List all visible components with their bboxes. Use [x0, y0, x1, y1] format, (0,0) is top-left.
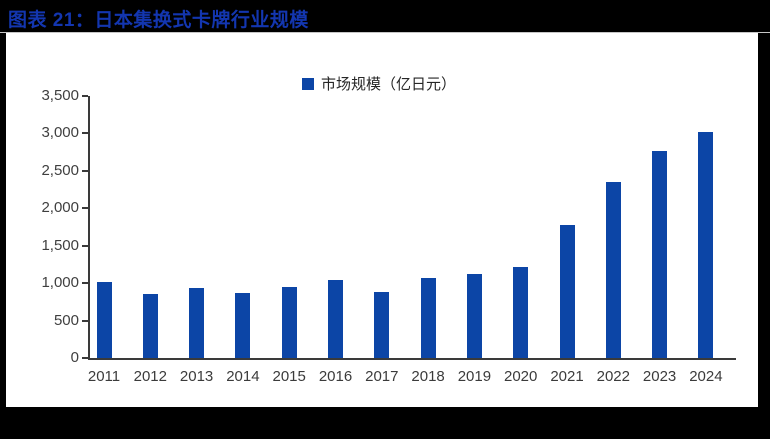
y-tick-label: 1,500: [41, 236, 79, 254]
x-tick-label: 2024: [689, 368, 723, 385]
figure-title: 图表 21：日本集换式卡牌行业规模: [8, 10, 309, 31]
y-tick-mark: [82, 319, 88, 322]
y-tick-label: 2,000: [41, 199, 79, 217]
bar-2020: [513, 266, 529, 358]
x-tick-label: 2021: [550, 368, 584, 385]
y-tick-label: 500: [53, 311, 79, 329]
bar-2022: [605, 182, 621, 358]
y-tick-mark: [82, 207, 88, 210]
plot-area: 0 500 1,000 1,500 2,000 2,500 3,000 3,500 2011 20…: [6, 33, 758, 407]
bar-2019: [466, 273, 482, 358]
y-tick-label: 3,500: [41, 87, 79, 104]
x-tick-label: 2011: [87, 368, 121, 385]
bar-2013: [189, 288, 205, 358]
bar-2017: [374, 292, 390, 358]
y-tick-label: 0: [70, 349, 79, 366]
x-tick-label: 2017: [365, 368, 399, 385]
x-tick-label: 2022: [596, 368, 630, 385]
y-tick-label: 1,000: [41, 274, 79, 292]
bar-2012: [142, 294, 158, 358]
y-tick-mark: [82, 244, 88, 247]
bar-2014: [235, 292, 251, 358]
y-tick-mark: [82, 169, 88, 172]
legend-label: 市场规模（亿日元）: [321, 76, 457, 93]
x-tick-label: 2019: [457, 368, 492, 385]
chart-panel: 市场规模（亿日元） 0 500 1,000 1,500 2,000 2,500 3,000 3…: [6, 33, 758, 407]
y-tick-mark: [82, 132, 88, 135]
y-tick-mark: [82, 357, 88, 359]
title-divider: [0, 32, 770, 33]
x-tick-label: 2023: [642, 368, 677, 385]
bar-2011: [96, 282, 112, 358]
y-tick-mark: [82, 282, 88, 285]
x-tick-label: 2012: [133, 368, 167, 385]
y-tick-mark: [82, 95, 88, 97]
y-axis-line: [88, 96, 90, 360]
bar-2021: [559, 224, 575, 358]
y-tick-label: 3,000: [41, 124, 79, 142]
chart-legend: 市场规模（亿日元）: [302, 73, 456, 94]
x-tick-label: 2016: [318, 368, 353, 385]
x-tick-label: 2014: [226, 368, 260, 385]
x-tick-label: 2020: [504, 368, 538, 385]
bar-2015: [281, 286, 297, 358]
x-tick-label: 2015: [272, 368, 306, 385]
y-tick-label: 2,500: [41, 161, 79, 179]
x-tick-label: 2013: [179, 368, 214, 385]
legend-swatch-icon: [302, 77, 314, 90]
bar-2018: [420, 278, 436, 358]
x-tick-label: 2018: [411, 368, 445, 385]
bar-2023: [652, 150, 668, 358]
bar-2016: [328, 280, 343, 358]
x-axis-line: [88, 358, 736, 360]
bar-2024: [698, 131, 714, 358]
